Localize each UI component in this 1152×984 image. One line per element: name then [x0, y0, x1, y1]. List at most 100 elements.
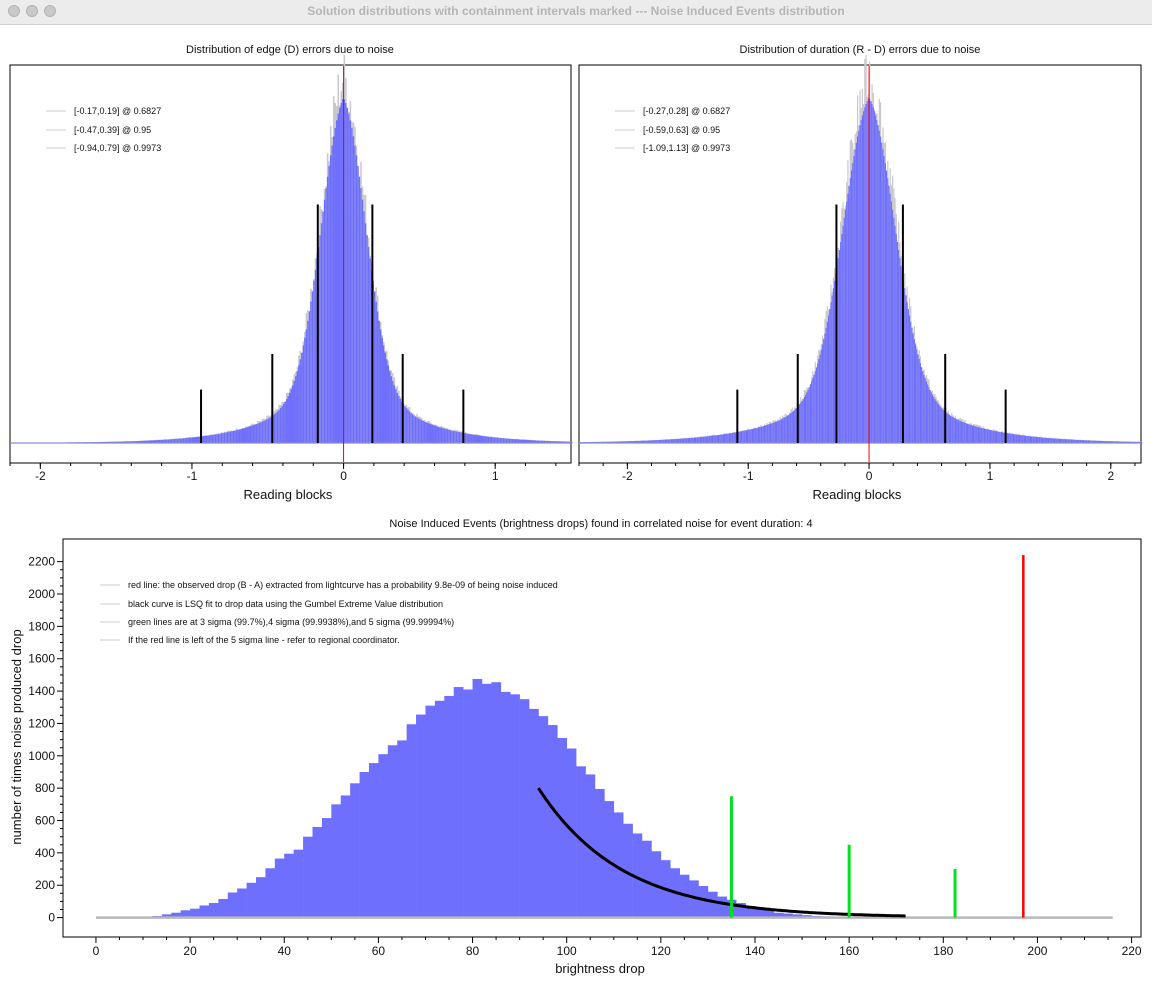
- p1-bar: [310, 301, 312, 443]
- noise-bar: [472, 678, 483, 918]
- p1-bar: [143, 440, 145, 443]
- p2-bar: [1113, 441, 1115, 443]
- p2-tick-label: -1: [743, 469, 754, 483]
- p2-bar: [829, 309, 831, 443]
- p1-bar: [334, 127, 336, 444]
- noise-bar: [312, 826, 323, 918]
- p1-bar: [217, 433, 220, 443]
- p2-bar: [774, 421, 777, 443]
- p2-bar: [805, 394, 807, 443]
- p2-bar: [640, 440, 642, 443]
- p1-bar: [129, 441, 132, 443]
- p2-bar: [941, 408, 943, 443]
- p2-bar: [726, 433, 728, 443]
- p1-bar: [537, 440, 540, 443]
- p2-bar: [790, 413, 792, 443]
- p2-bar: [621, 441, 623, 443]
- p1-bar: [146, 440, 148, 443]
- p2-bar: [717, 434, 720, 443]
- p1-bar: [339, 107, 341, 443]
- p2-bar: [658, 439, 660, 443]
- noise-bar: [368, 763, 379, 918]
- p1-bar: [295, 376, 297, 443]
- p1-bar: [191, 437, 194, 443]
- p2-bar: [875, 115, 877, 443]
- p1-bar: [564, 441, 567, 443]
- p1-bar: [440, 427, 443, 443]
- p2-bar: [693, 437, 696, 443]
- p2-bar: [883, 156, 885, 444]
- p2-bar: [713, 435, 715, 443]
- p2-bar: [831, 295, 833, 443]
- p2-bar: [632, 441, 634, 443]
- p1-bar: [238, 429, 241, 443]
- p1-bar: [422, 420, 424, 443]
- p1-bar: [545, 440, 547, 443]
- p2-bar: [918, 358, 920, 443]
- close-window-button[interactable]: [8, 5, 20, 17]
- p2-bar: [855, 142, 857, 443]
- noise-bar: [707, 891, 718, 918]
- p1-bar: [452, 430, 455, 443]
- p2-bar: [865, 103, 867, 444]
- p2-bar: [969, 424, 971, 443]
- p1-bar: [433, 425, 435, 443]
- p2-bar: [998, 431, 1000, 443]
- p1-bar: [225, 432, 227, 443]
- p1-bar: [170, 439, 173, 443]
- p2-bar: [1087, 440, 1090, 443]
- noise-bar: [529, 708, 539, 918]
- noise-bar: [576, 766, 586, 918]
- p1-bar: [232, 430, 235, 443]
- p1-bar: [414, 416, 417, 443]
- p2-bar: [896, 242, 899, 443]
- p2-bar: [1049, 438, 1051, 443]
- p2-bar: [953, 417, 955, 443]
- p1-bar: [549, 441, 552, 443]
- p1-bar: [351, 127, 353, 444]
- p2-bar: [676, 438, 679, 443]
- p2-bar: [849, 178, 851, 444]
- p2-bar: [626, 441, 628, 443]
- p2-bar: [728, 433, 731, 443]
- zoom-window-button[interactable]: [44, 5, 56, 17]
- duration-x-axis: -2 -1 0 1 2: [578, 463, 1136, 483]
- p2-bar: [838, 250, 841, 443]
- p2-bar: [1018, 434, 1021, 443]
- p2-bar: [1034, 436, 1036, 443]
- p2-bar: [1016, 434, 1018, 443]
- p2-bar: [867, 98, 870, 443]
- p2-bar: [1101, 440, 1103, 443]
- p2-bar: [935, 400, 937, 443]
- p1-bar: [179, 438, 182, 443]
- p2-bar: [1037, 437, 1039, 443]
- p1-bar: [125, 441, 127, 443]
- p1-bar: [123, 441, 126, 443]
- p2-bar: [606, 441, 609, 443]
- noise-bar: [698, 886, 709, 918]
- p1-bar: [407, 409, 409, 443]
- minimize-window-button[interactable]: [26, 5, 38, 17]
- noise-y-tick-label: 2200: [28, 555, 55, 569]
- noise-bar: [538, 716, 549, 918]
- p2-bar: [1078, 439, 1080, 443]
- p1-bar: [251, 425, 253, 443]
- p1-tick-label: -1: [187, 469, 198, 483]
- p1-bar: [360, 188, 362, 443]
- window-title: Solution distributions with containment …: [307, 4, 845, 18]
- p1-bar: [111, 441, 114, 443]
- p2-bar: [1073, 439, 1075, 443]
- p2-bar: [940, 407, 942, 443]
- p2-bar: [650, 440, 652, 443]
- p1-bar: [375, 301, 377, 443]
- p2-bar: [769, 423, 772, 443]
- p1-bar: [458, 432, 461, 443]
- noise-bar: [623, 823, 633, 918]
- p2-bar: [884, 163, 886, 444]
- p2-bar: [931, 394, 934, 443]
- p2-bar: [663, 439, 665, 443]
- p1-bar: [505, 438, 508, 443]
- p2-bar: [1072, 439, 1074, 443]
- p2-bar: [819, 354, 821, 443]
- p2-bar: [744, 430, 746, 443]
